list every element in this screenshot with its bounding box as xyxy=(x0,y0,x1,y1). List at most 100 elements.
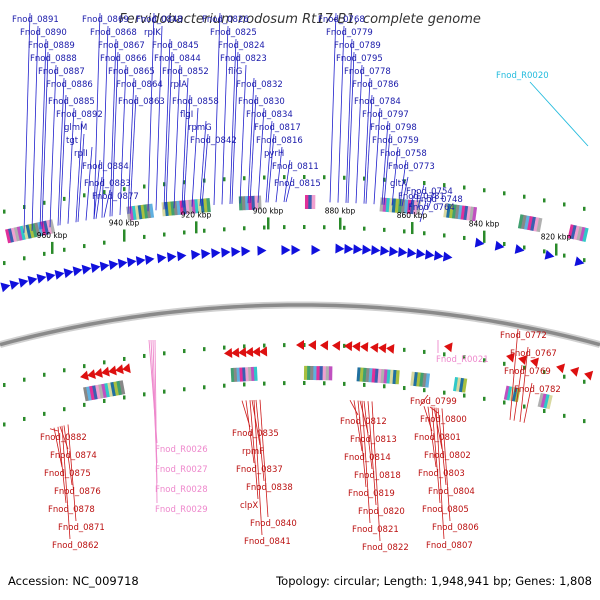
track-tick xyxy=(423,349,426,354)
track-tick xyxy=(463,235,466,240)
feature-segment xyxy=(527,216,534,231)
track-tick xyxy=(123,395,126,400)
leader-line xyxy=(365,94,373,204)
leader-line xyxy=(255,399,265,482)
feature-segment xyxy=(533,217,540,232)
leader-line xyxy=(229,38,237,204)
feature-block xyxy=(83,380,126,402)
reverse-gene-arrow xyxy=(252,346,261,357)
forward-gene-label: Fnod_0748 xyxy=(416,195,463,205)
track-tick xyxy=(443,390,446,395)
kbp-tick xyxy=(195,221,198,234)
feature-segment xyxy=(313,366,317,381)
reverse-gene-arrow xyxy=(87,369,96,380)
forward-gene-label: Fnod_0759 xyxy=(372,136,419,146)
track-tick xyxy=(143,234,146,239)
leader-line xyxy=(191,107,199,207)
reverse-gene-arrow xyxy=(556,363,566,374)
track-tick xyxy=(23,377,26,382)
feature-segment xyxy=(466,206,472,221)
kbp-label: 860 kbp xyxy=(397,211,428,220)
reverse-gene-label: Fnod_0882 xyxy=(40,433,87,443)
leader-line xyxy=(163,38,171,210)
accession-label: Accession: NC_009718 xyxy=(8,574,139,588)
leader-line xyxy=(67,424,77,522)
feature-segment xyxy=(463,205,469,221)
feature-block xyxy=(126,203,155,221)
feature-segment xyxy=(7,228,15,243)
reverse-gene-label: Fnod_0841 xyxy=(244,537,291,547)
forward-gene-label: Fnod_0826 xyxy=(202,15,249,25)
track-tick xyxy=(263,225,266,230)
forward-gene-label: glmM xyxy=(64,123,87,133)
leader-line xyxy=(213,12,221,205)
track-tick xyxy=(203,228,206,233)
leader-line xyxy=(353,400,363,452)
feature-segment xyxy=(537,392,544,408)
rna-gene-label: Fnod_R0020 xyxy=(496,71,549,81)
track-tick xyxy=(503,400,506,405)
reverse-gene-arrow xyxy=(506,352,515,363)
forward-gene-arrow xyxy=(231,246,241,257)
forward-gene-arrow xyxy=(72,266,83,277)
forward-gene-arrow xyxy=(442,251,453,262)
track-tick xyxy=(303,225,306,230)
track-tick xyxy=(363,382,366,387)
reverse-gene-label: clpX xyxy=(240,501,258,511)
track-tick xyxy=(323,225,326,230)
reverse-gene-arrow xyxy=(344,341,353,352)
track-tick xyxy=(543,409,546,414)
leader-line xyxy=(265,120,273,203)
track-tick xyxy=(283,343,286,348)
track-tick xyxy=(423,231,426,236)
feature-segment xyxy=(126,206,132,221)
feature-segment xyxy=(503,385,510,401)
forward-gene-label: Fnod_0890 xyxy=(20,28,67,38)
feature-segment xyxy=(5,228,12,244)
feature-segment xyxy=(247,367,252,382)
feature-segment xyxy=(458,377,465,393)
track-tick xyxy=(103,360,106,365)
forward-gene-arrow xyxy=(380,245,390,256)
leader-line xyxy=(75,120,83,223)
forward-gene-arrow xyxy=(63,268,74,279)
feature-segment xyxy=(512,387,518,402)
track-tick xyxy=(143,392,146,397)
track-tick xyxy=(543,198,546,203)
reverse-gene-label: Fnod_0838 xyxy=(246,483,293,493)
feature-segment xyxy=(308,194,313,210)
leader-line xyxy=(441,408,451,522)
leader-line xyxy=(67,107,75,224)
feature-segment xyxy=(356,367,361,382)
forward-gene-label: rplK xyxy=(144,28,161,38)
kbp-label: 920 kbp xyxy=(181,210,212,219)
forward-gene-arrow xyxy=(18,278,29,288)
track-tick xyxy=(163,182,166,187)
forward-gene-label: Fnod_0778 xyxy=(344,67,391,77)
forward-gene-arrow xyxy=(544,249,555,260)
track-tick xyxy=(123,187,126,192)
feature-segment xyxy=(311,195,316,210)
forward-gene-arrow xyxy=(424,249,435,260)
feature-segment xyxy=(567,224,574,239)
reverse-gene-label: Fnod_0804 xyxy=(428,487,475,497)
leader-line xyxy=(101,25,109,218)
leader-line xyxy=(127,77,135,214)
track-tick xyxy=(283,381,286,386)
forward-gene-arrow xyxy=(166,252,177,263)
leader-line xyxy=(155,25,163,211)
feature-segment xyxy=(325,366,330,381)
forward-gene-arrow xyxy=(0,282,11,293)
forward-gene-arrow xyxy=(311,245,321,256)
feature-block xyxy=(443,203,478,222)
feature-segment xyxy=(119,380,126,395)
forward-gene-label: Fnod_0754 xyxy=(406,187,453,197)
feature-segment xyxy=(316,366,320,381)
reverse-gene-label: Fnod_0874 xyxy=(50,451,97,461)
leader-line xyxy=(173,64,181,209)
reverse-gene-label: Fnod_0769 xyxy=(504,367,551,377)
feature-segment xyxy=(238,196,243,211)
forward-gene-label: Fnod_0891 xyxy=(12,15,59,25)
kbp-tick xyxy=(123,229,126,242)
track-tick xyxy=(183,387,186,392)
